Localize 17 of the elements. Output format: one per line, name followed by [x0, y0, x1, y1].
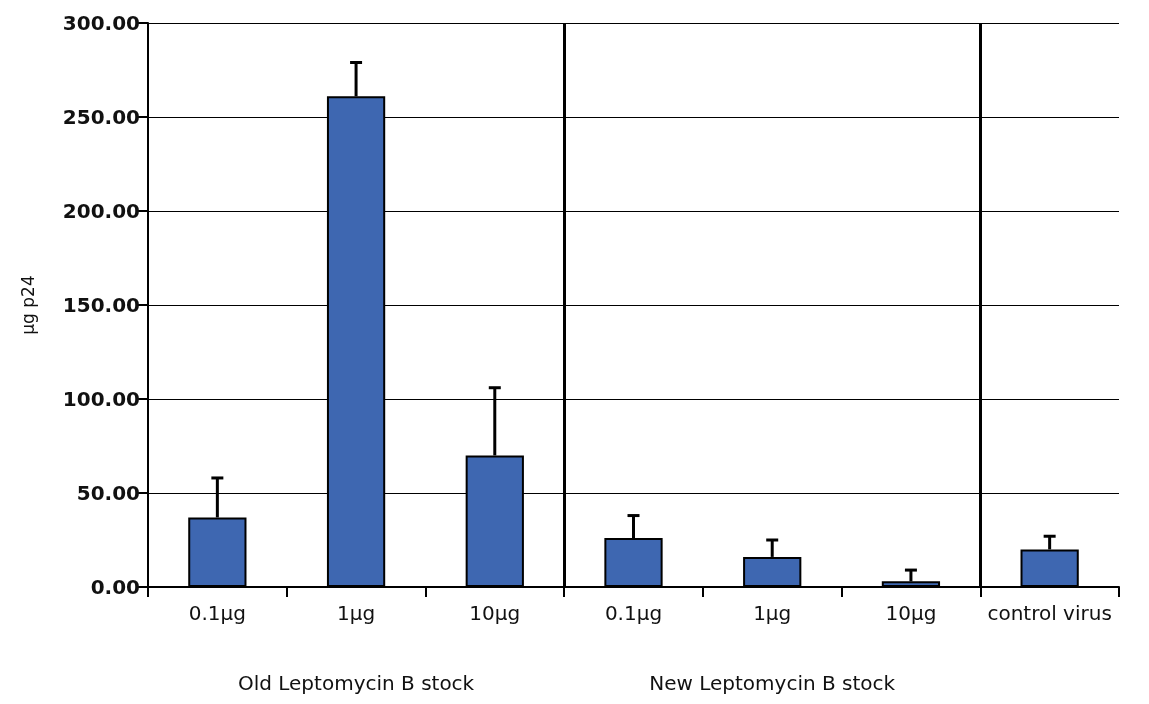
- y-tick-label: 300.00: [62, 11, 140, 35]
- y-tick-label: 150.00: [62, 293, 140, 317]
- y-axis-title: μg p24: [17, 275, 38, 335]
- text: Old Leptomycin B stock: [237, 671, 475, 695]
- y-tick-label: 50.00: [76, 481, 140, 505]
- x-tick-label: 10μg: [885, 601, 937, 625]
- y-tick-label: 0.00: [90, 575, 140, 599]
- x-tick-label: 0.1μg: [604, 601, 663, 625]
- x-tick-label: 1μg: [336, 601, 376, 625]
- x-tick-label: 0.1μg: [188, 601, 246, 625]
- text: New Leptomycin B stock: [649, 671, 896, 695]
- y-tick-label: 200.00: [62, 199, 140, 223]
- x-tick-label: control virus: [987, 601, 1112, 625]
- y-tick-label: 250.00: [62, 105, 140, 129]
- x-tick-label: 10μg: [469, 601, 521, 625]
- y-tick-label: 100.00: [62, 387, 140, 411]
- x-tick-label: 1μg: [753, 601, 792, 625]
